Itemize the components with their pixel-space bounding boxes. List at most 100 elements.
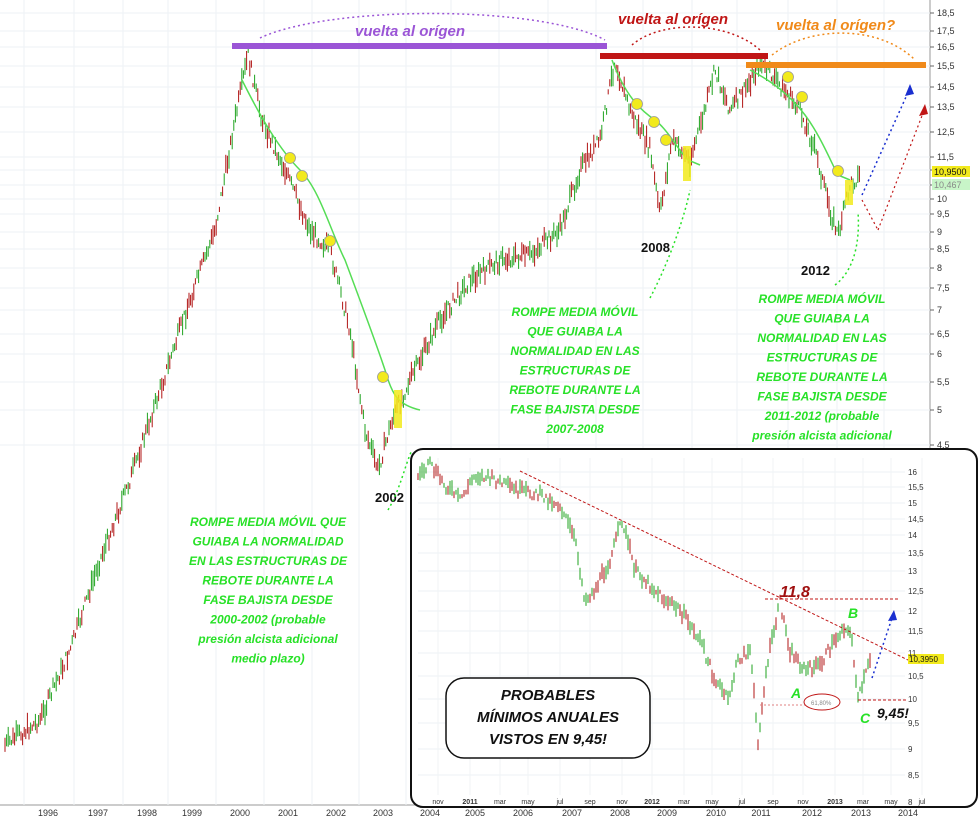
x-tick-label: 1996: [38, 808, 58, 818]
y-tick-label: 18,5: [937, 8, 955, 18]
arc-arrow-1: [259, 12, 606, 41]
note-line: FASE BAJISTA DESDE: [203, 593, 333, 607]
last-price-box: [932, 166, 970, 177]
level-high-label: 11,8: [780, 584, 810, 601]
note-line: FASE BAJISTA DESDE: [757, 390, 887, 404]
inset-x-tick-label: may: [521, 799, 535, 806]
main-y-axis: 18,517,516,515,514,513,512,511,51110,510…: [930, 8, 955, 450]
y-tick-label: 14,5: [937, 82, 955, 92]
note-line: GUIABA LA NORMALIDAD: [192, 535, 343, 549]
projection-arrowhead-red: [919, 104, 928, 116]
inset-x-tick-label: nov: [616, 799, 628, 806]
origin-level-line-3: [746, 62, 926, 68]
main-x-axis: 1996 1997 1998 1999 2000 2001 2002 2003 2004 2005…: [38, 808, 918, 818]
inset-y-tick-label: 12: [908, 607, 917, 616]
note-line: EN LAS ESTRUCTURAS DE: [189, 554, 348, 568]
origin-level-line-1: [232, 43, 607, 49]
y-tick-label: 4,5: [937, 440, 950, 450]
inset-x-tick-label: nov: [797, 799, 809, 806]
level-low-label: 9,45!: [877, 705, 909, 721]
y-tick-label: 7: [937, 305, 942, 315]
inset-y-tick-label: 13: [908, 567, 917, 576]
x-tick-label: 1999: [182, 808, 202, 818]
breakout-highlight-2002: [394, 390, 402, 428]
wave-a-label: A: [790, 685, 801, 701]
note-line: presión alcista adicional: [197, 632, 338, 646]
y-tick-label: 7,5: [937, 283, 950, 293]
inset-x-tick-label: jul: [917, 799, 925, 806]
x-tick-label: 2013: [851, 808, 871, 818]
note-line: NORMALIDAD EN LAS: [510, 344, 639, 358]
projection-arrowhead-blue: [905, 84, 914, 96]
y-tick-label: 6,5: [937, 329, 950, 339]
x-tick-label: 2004: [420, 808, 440, 818]
inset-y-tick-label: 15,5: [908, 483, 924, 492]
inset-projection-arrow: [871, 614, 894, 679]
x-tick-label: 2007: [562, 808, 582, 818]
x-tick-label: 2003: [373, 808, 393, 818]
inset-y-tick-label: 13,5: [908, 549, 924, 558]
x-tick-label: 2014: [898, 808, 918, 818]
inset-y-tick-label: 10,5: [908, 672, 924, 681]
callout-text: PROBABLES MÍNIMOS ANUALES VISTOS EN 9,45!: [477, 687, 619, 748]
inset-x-tick-label: 2011: [462, 799, 477, 806]
annotation-return-3: vuelta al orígen?: [776, 17, 895, 34]
label-year-2012: 2012: [801, 263, 830, 278]
y-tick-label: 12,5: [937, 127, 955, 137]
y-tick-label: 5,5: [937, 377, 950, 387]
x-tick-label: 2005: [465, 808, 485, 818]
inset-trendline: [519, 470, 909, 661]
inset-y-tick-label: 11: [908, 649, 917, 658]
note-line: presión alcista adicional: [751, 429, 892, 443]
y-tick-label: 11,5: [937, 152, 954, 162]
y-tick-label: 9,5: [937, 209, 950, 219]
origin-level-line-2: [600, 53, 768, 59]
note-2012: ROMPE MEDIA MÓVIL QUE GUIABA LA NORMALIDAD…: [751, 291, 892, 443]
last-price-label: 10,9500: [934, 167, 967, 177]
note-arrow-2008: [649, 189, 691, 299]
inset-y-tick-label: 8: [908, 798, 913, 807]
callout-box: [445, 677, 651, 759]
x-tick-label: 2008: [610, 808, 630, 818]
wave-b-label: B: [848, 605, 858, 621]
note-line: 2000-2002 (probable: [209, 613, 326, 627]
inset-y-tick-label: 12,5: [908, 587, 924, 596]
inset-x-axis: nov 2011 mar may jul sep nov 2012 mar may jul sep no…: [432, 799, 926, 806]
ma-touch-markers: [284, 71, 844, 383]
note-line: FASE BAJISTA DESDE: [510, 403, 640, 417]
note-line: medio plazo): [231, 652, 304, 666]
inset-y-tick-label: 10: [908, 695, 917, 704]
x-tick-label: 2000: [230, 808, 250, 818]
inset-x-tick-label: jul: [737, 799, 745, 806]
note-line: ROMPE MEDIA MÓVIL: [512, 304, 639, 319]
annotation-return-1: vuelta al orígen: [355, 23, 465, 40]
inset-y-axis: 16 15,5 15 14,5 14 13,5 13 12,5 12 11,5 11 10,5 10 9,…: [908, 468, 924, 807]
callout-line: MÍNIMOS ANUALES: [477, 709, 619, 726]
y-tick-label: 16,5: [937, 42, 955, 52]
ma-value-box: [932, 179, 970, 190]
projection-arrow-red-down: [861, 199, 879, 231]
breakout-highlight-2012: [845, 180, 853, 205]
note-2008: ROMPE MEDIA MÓVIL QUE GUIABA LA NORMALIDAD…: [509, 304, 640, 436]
inset-x-tick-label: sep: [767, 799, 778, 806]
inset-y-tick-label: 9: [908, 745, 913, 754]
note-line: NORMALIDAD EN LAS: [757, 331, 886, 345]
inset-y-tick-label: 16: [908, 468, 917, 477]
main-price-bars: [4, 48, 860, 752]
inset-x-tick-label: sep: [584, 799, 595, 806]
inset-y-tick-label: 14,5: [908, 515, 924, 524]
annotation-return-2: vuelta al orígen: [618, 11, 728, 28]
x-tick-label: 1997: [88, 808, 108, 818]
x-tick-label: 2001: [278, 808, 298, 818]
fib-label: 61,80%: [811, 701, 832, 707]
note-arrow-2012: [834, 211, 860, 286]
y-tick-label: 8: [937, 263, 942, 273]
inset-price-bars: [417, 456, 871, 751]
note-line: ROMPE MEDIA MÓVIL QUE: [190, 514, 347, 529]
inset-x-tick-label: jul: [555, 799, 563, 806]
note-line: QUE GUIABA LA: [527, 325, 623, 339]
x-tick-label: 2011: [751, 808, 770, 818]
inset-chart: 61,80% 11,8 9,45! A B C 10,3950 16 15,5 15…: [410, 448, 978, 808]
label-year-2008: 2008: [641, 240, 670, 255]
inset-x-tick-label: 2012: [644, 799, 660, 806]
